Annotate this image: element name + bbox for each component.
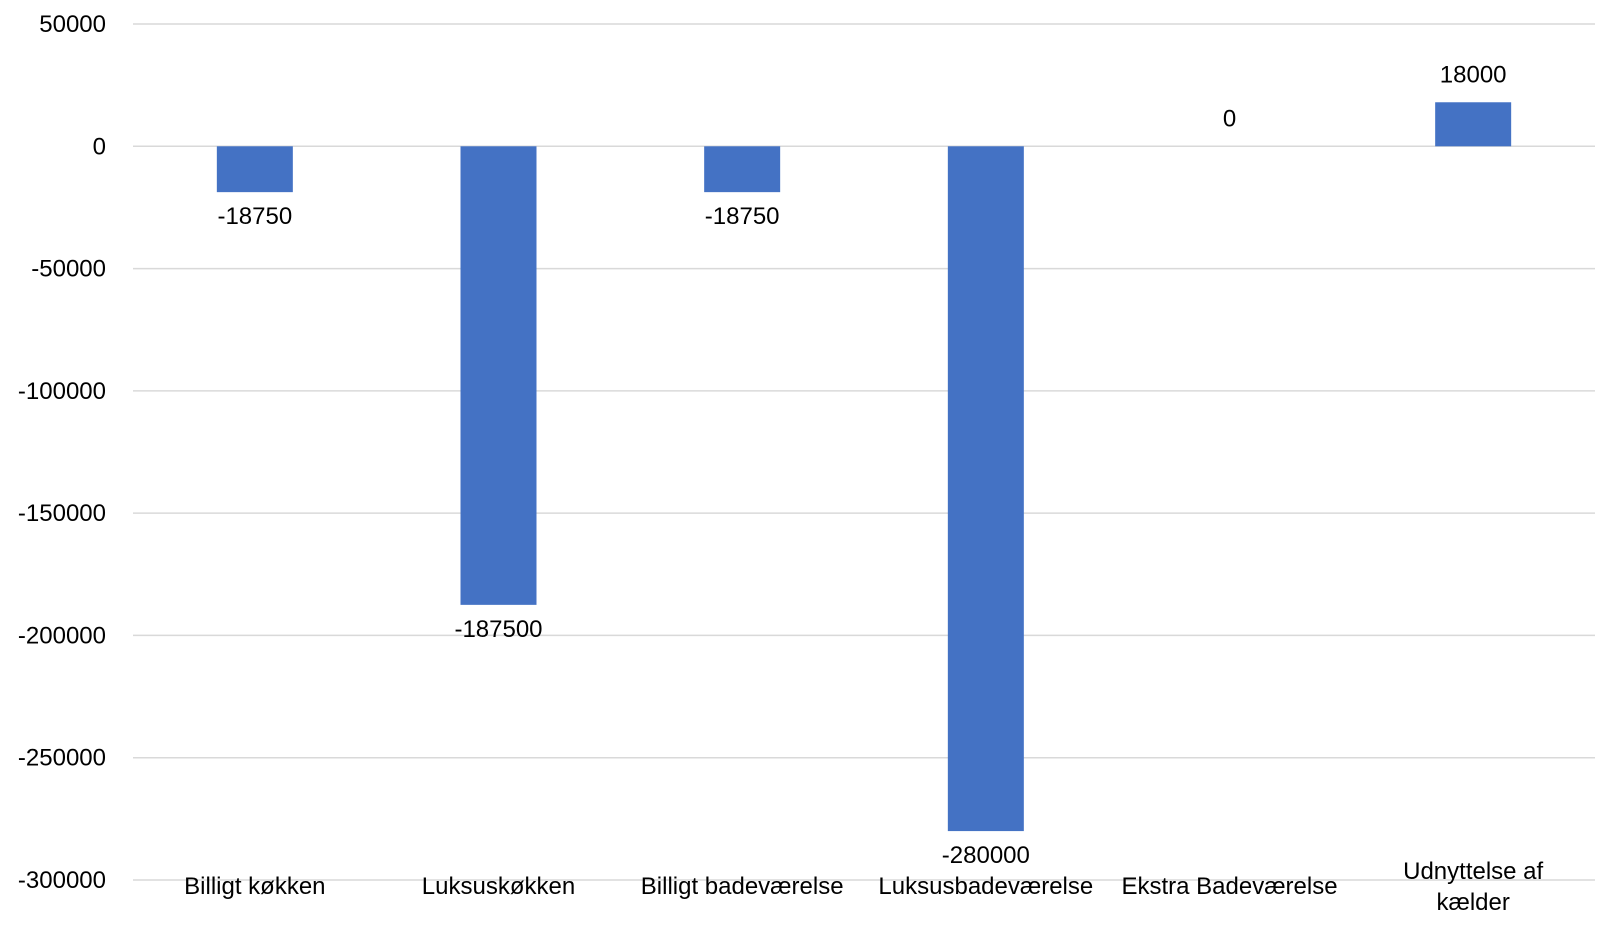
y-tick-label: -200000 [18,622,106,649]
bar [216,146,293,193]
category-label: Ekstra Badeværelse [1121,873,1337,900]
category-label: Billigt badeværelse [641,873,844,900]
data-label: 18000 [1440,61,1507,88]
data-label: 0 [1223,105,1236,132]
data-label: -18750 [705,203,780,230]
category-label: Udnyttelse af [1403,858,1543,885]
bar [947,146,1024,832]
data-label: -187500 [454,616,542,643]
category-label: Billigt køkken [184,873,325,900]
bars [216,102,1512,832]
y-tick-label: 50000 [39,11,106,38]
y-tick-label: -100000 [18,378,106,405]
bar [460,146,537,605]
y-tick-label: -250000 [18,745,106,772]
category-label: Luksusbadeværelse [878,873,1093,900]
data-label: -280000 [942,842,1030,869]
data-label: -18750 [217,203,292,230]
y-tick-label: -150000 [18,500,106,527]
bar [1435,102,1512,147]
category-label: kælder [1436,889,1509,916]
category-labels: Billigt køkken Luksuskøkken Billigt badevæ… [184,858,1543,916]
y-tick-label: 0 [93,133,106,160]
gridlines [133,23,1595,881]
bar [704,146,781,193]
y-axis-tick-labels: 50000 0 -50000 -100000 -150000 -200000 -250000… [18,11,106,894]
data-labels: -18750 -187500 -18750 -280000 0 18000 [217,61,1506,869]
y-tick-label: -300000 [18,867,106,894]
category-label: Luksuskøkken [422,873,575,900]
y-tick-label: -50000 [31,256,106,283]
